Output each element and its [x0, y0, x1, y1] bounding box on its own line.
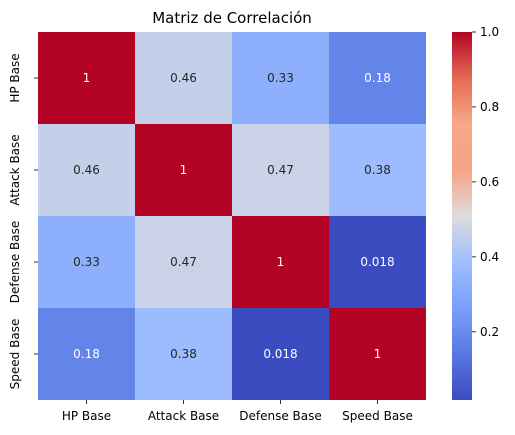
heatmap-cell-label: 0.38 — [364, 163, 391, 177]
x-tick-label: Attack Base — [148, 409, 219, 423]
heatmap-cell-label: 0.47 — [170, 255, 197, 269]
heatmap-cell-labels: 1 0.46 0.33 0.18 0.46 1 0.47 0.38 0.33 0.47 1 0.018… — [73, 71, 395, 361]
x-tick-label: Defense Base — [239, 409, 322, 423]
heatmap-cell — [329, 216, 426, 308]
heatmap-cell-label: 0.018 — [360, 255, 394, 269]
heatmap-cells — [38, 32, 426, 400]
colorbar: 0.2 0.4 0.6 0.8 1.0 — [452, 25, 499, 400]
heatmap-cell-label: 0.18 — [364, 71, 391, 85]
heatmap-cell — [329, 32, 426, 124]
heatmap-cell — [135, 216, 232, 308]
y-tick-label: Speed Base — [8, 319, 22, 390]
colorbar-gradient — [452, 32, 472, 400]
heatmap-cell-label: 0.33 — [73, 255, 100, 269]
heatmap-cell — [329, 124, 426, 216]
heatmap-cell-label: 0.018 — [263, 347, 297, 361]
x-tick-label: Speed Base — [342, 409, 413, 423]
heatmap-cell — [38, 124, 135, 216]
colorbar-tick-label: 0.2 — [480, 325, 499, 339]
heatmap-cell — [232, 124, 329, 216]
colorbar-tick-label: 0.8 — [480, 100, 499, 114]
y-axis-ticks: HP Base Attack Base Defense Base Speed Base — [8, 53, 38, 389]
heatmap-cell — [135, 308, 232, 400]
colorbar-ticks: 0.2 0.4 0.6 0.8 1.0 — [472, 25, 499, 339]
colorbar-tick-label: 1.0 — [480, 25, 499, 39]
heatmap-cell-label: 1 — [83, 71, 91, 85]
heatmap-cell — [38, 216, 135, 308]
heatmap-cell-label: 0.38 — [170, 347, 197, 361]
heatmap-cell-label: 0.18 — [73, 347, 100, 361]
heatmap-cell-label: 0.46 — [73, 163, 100, 177]
colorbar-tick-label: 0.4 — [480, 250, 499, 264]
x-axis-ticks: HP Base Attack Base Defense Base Speed Base — [62, 400, 413, 423]
heatmap-cell-label: 0.46 — [170, 71, 197, 85]
heatmap-cell-label: 1 — [277, 255, 285, 269]
chart-title: Matriz de Correlación — [152, 9, 312, 27]
heatmap-cell — [135, 124, 232, 216]
heatmap-cell — [329, 308, 426, 400]
heatmap-cell — [38, 32, 135, 124]
heatmap-cell — [232, 216, 329, 308]
y-tick-label: Defense Base — [8, 221, 22, 304]
heatmap-cell-label: 0.33 — [267, 71, 294, 85]
heatmap-cell-label: 1 — [374, 347, 382, 361]
x-tick-label: HP Base — [62, 409, 111, 423]
heatmap-cell — [232, 308, 329, 400]
heatmap-cell-label: 1 — [180, 163, 188, 177]
heatmap-cell — [135, 32, 232, 124]
heatmap-cell-label: 0.47 — [267, 163, 294, 177]
heatmap-cell — [232, 32, 329, 124]
y-tick-label: HP Base — [8, 53, 22, 102]
colorbar-tick-label: 0.6 — [480, 175, 499, 189]
y-tick-label: Attack Base — [8, 134, 22, 205]
heatmap-cell — [38, 308, 135, 400]
